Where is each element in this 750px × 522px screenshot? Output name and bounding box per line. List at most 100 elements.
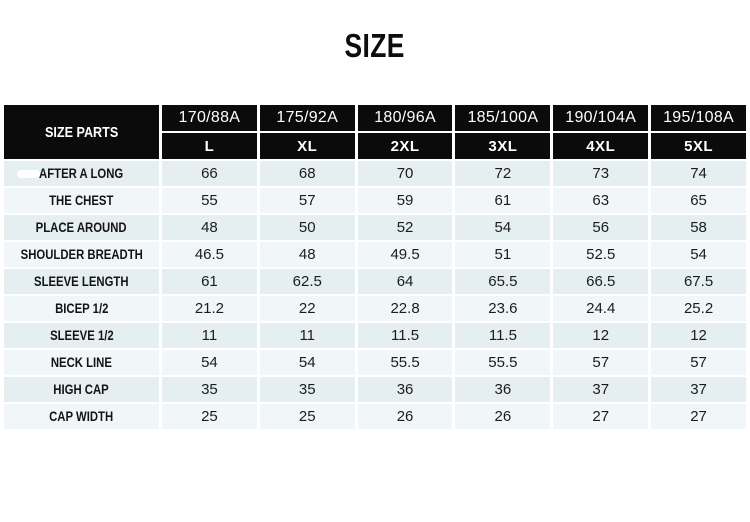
row-label-cell: HIGH CAP	[4, 377, 159, 402]
value-cell: 11	[259, 323, 355, 348]
value-cell: 35	[162, 377, 257, 402]
row-label: THE CHEST	[49, 193, 114, 208]
value-cell: 54	[651, 242, 746, 267]
value-cell: 36	[455, 377, 551, 402]
size-code-header-cell: 175/92A	[259, 105, 355, 131]
value-cell: 22	[259, 296, 355, 321]
row-label-cell: AFTER A LONG	[4, 161, 159, 186]
value-cell: 54	[162, 350, 257, 375]
corner-header-cell: SIZE PARTS	[4, 105, 159, 159]
value-cell: 48	[259, 242, 355, 267]
size-label-header-cell: L	[162, 133, 257, 159]
value-cell: 63	[553, 188, 649, 213]
table-row: NECK LINE 54 54 55.5 55.5 57 57	[4, 350, 746, 375]
value-cell: 52	[357, 215, 453, 240]
corner-header-label: SIZE PARTS	[44, 123, 119, 141]
value-cell: 54	[455, 215, 551, 240]
row-label: NECK LINE	[50, 355, 113, 370]
table-row: PLACE AROUND 48 50 52 54 56 58	[4, 215, 746, 240]
page-title-wrap: SIZE	[0, 0, 750, 63]
size-label-header-cell: 4XL	[553, 133, 649, 159]
row-label: PLACE AROUND	[36, 220, 127, 235]
value-cell: 27	[553, 404, 649, 429]
value-cell: 50	[259, 215, 355, 240]
row-label-cell: SLEEVE 1/2	[4, 323, 159, 348]
value-cell: 58	[651, 215, 746, 240]
value-cell: 74	[651, 161, 746, 186]
size-label-header-cell: 2XL	[357, 133, 453, 159]
row-label: HIGH CAP	[53, 382, 110, 397]
value-cell: 37	[553, 377, 649, 402]
header-size-codes-row: SIZE PARTS 170/88A 175/92A 180/96A 185/100A…	[4, 105, 746, 159]
row-label-cell: THE CHEST	[4, 188, 159, 213]
page-title: SIZE	[344, 27, 406, 64]
size-code-header-cell: 185/100A	[455, 105, 551, 131]
value-cell: 26	[357, 404, 453, 429]
value-cell: 48	[162, 215, 257, 240]
value-cell: 56	[553, 215, 649, 240]
value-cell: 23.6	[455, 296, 551, 321]
row-label: SLEEVE 1/2	[49, 328, 114, 343]
header-size-labels-row: L XL 2XL 3XL 4XL 5XL	[4, 133, 746, 159]
size-code-header-cell: 170/88A	[162, 105, 257, 131]
size-label-header-cell: XL	[259, 133, 355, 159]
value-cell: 65.5	[455, 269, 551, 294]
value-cell: 61	[455, 188, 551, 213]
value-cell: 25.2	[651, 296, 746, 321]
row-label-cell: SLEEVE LENGTH	[4, 269, 159, 294]
row-label-cell: CAP WIDTH	[4, 404, 159, 429]
row-label: SHOULDER BREADTH	[20, 247, 143, 262]
value-cell: 66	[162, 161, 257, 186]
value-cell: 11.5	[455, 323, 551, 348]
value-cell: 55.5	[455, 350, 551, 375]
table-row: SLEEVE LENGTH 61 62.5 64 65.5 66.5 67.5	[4, 269, 746, 294]
value-cell: 24.4	[553, 296, 649, 321]
value-cell: 25	[162, 404, 257, 429]
table-row: CAP WIDTH 25 25 26 26 27 27	[4, 404, 746, 429]
value-cell: 11.5	[357, 323, 453, 348]
value-cell: 49.5	[357, 242, 453, 267]
value-cell: 52.5	[553, 242, 649, 267]
value-cell: 57	[553, 350, 649, 375]
value-cell: 37	[651, 377, 746, 402]
size-label-header-cell: 5XL	[651, 133, 746, 159]
value-cell: 65	[651, 188, 746, 213]
table-body: AFTER A LONG 66 68 70 72 73 74 THE CHEST 55 57 59 6…	[4, 161, 746, 429]
value-cell: 22.8	[357, 296, 453, 321]
value-cell: 70	[357, 161, 453, 186]
value-cell: 54	[259, 350, 355, 375]
value-cell: 35	[259, 377, 355, 402]
value-cell: 62.5	[259, 269, 355, 294]
row-label: BICEP 1/2	[54, 301, 109, 316]
table-row: HIGH CAP 35 35 36 36 37 37	[4, 377, 746, 402]
value-cell: 46.5	[162, 242, 257, 267]
table-row: THE CHEST 55 57 59 61 63 65	[4, 188, 746, 213]
value-cell: 59	[357, 188, 453, 213]
value-cell: 11	[162, 323, 257, 348]
value-cell: 51	[455, 242, 551, 267]
value-cell: 68	[259, 161, 355, 186]
value-cell: 57	[259, 188, 355, 213]
table-row: SHOULDER BREADTH 46.5 48 49.5 51 52.5 54	[4, 242, 746, 267]
table-row: SLEEVE 1/2 11 11 11.5 11.5 12 12	[4, 323, 746, 348]
row-label: AFTER A LONG	[39, 166, 124, 181]
value-cell: 26	[455, 404, 551, 429]
value-cell: 67.5	[651, 269, 746, 294]
size-code-header-cell: 195/108A	[651, 105, 746, 131]
value-cell: 61	[162, 269, 257, 294]
value-cell: 57	[651, 350, 746, 375]
value-cell: 21.2	[162, 296, 257, 321]
value-cell: 72	[455, 161, 551, 186]
whiteout-mark	[17, 170, 40, 178]
table-row: AFTER A LONG 66 68 70 72 73 74	[4, 161, 746, 186]
row-label-cell: NECK LINE	[4, 350, 159, 375]
value-cell: 64	[357, 269, 453, 294]
row-label-cell: PLACE AROUND	[4, 215, 159, 240]
value-cell: 36	[357, 377, 453, 402]
value-cell: 25	[259, 404, 355, 429]
table-row: BICEP 1/2 21.2 22 22.8 23.6 24.4 25.2	[4, 296, 746, 321]
value-cell: 55	[162, 188, 257, 213]
value-cell: 73	[553, 161, 649, 186]
row-label-cell: SHOULDER BREADTH	[4, 242, 159, 267]
value-cell: 12	[651, 323, 746, 348]
